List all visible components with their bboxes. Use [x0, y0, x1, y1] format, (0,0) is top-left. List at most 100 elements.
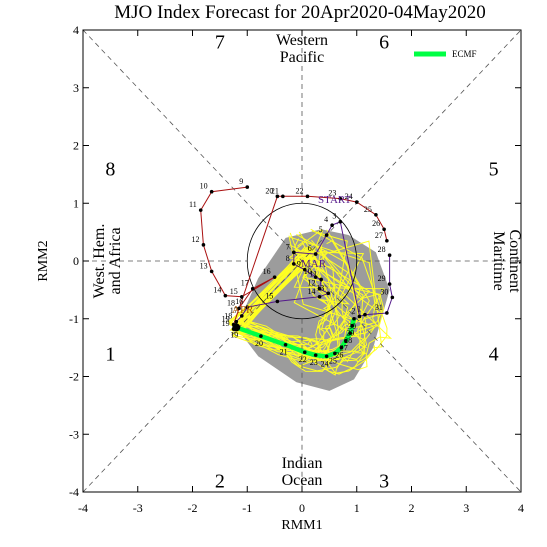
ecmf-day-label: 25 — [329, 356, 337, 365]
observed-day-label: 18 — [227, 298, 235, 307]
legend: ECMF — [414, 49, 477, 59]
observed-day-label: 7 — [286, 242, 290, 251]
ecmf-day-label: 30 — [348, 322, 356, 331]
ecmf-point — [348, 331, 352, 335]
observed-day-label: 26 — [372, 219, 380, 228]
observed-point — [338, 219, 343, 224]
region-bottom-line2: Ocean — [282, 472, 323, 489]
legend-label: ECMF — [452, 49, 477, 59]
observed-day-label: 24 — [345, 192, 353, 201]
observed-point — [363, 312, 367, 317]
forecast-start-marker — [232, 323, 241, 332]
unit-circle — [246, 202, 358, 320]
observed-day-label: 9 — [239, 177, 243, 186]
observed-point — [275, 194, 280, 199]
observed-day-label: 22 — [295, 186, 303, 195]
ensemble-member — [231, 241, 368, 375]
observed-day-label: 11 — [309, 269, 317, 278]
ecmf-day-label: 19 — [230, 330, 238, 339]
observed-day-label: 13 — [316, 283, 324, 292]
forecast-mean-trajectory — [232, 316, 357, 359]
y-tick-label: 3 — [73, 81, 79, 95]
observed-point — [390, 295, 395, 300]
y-tick-label: -3 — [69, 427, 79, 441]
y-tick-label: -4 — [69, 485, 79, 499]
observed-point — [354, 200, 359, 204]
x-tick-label: 1 — [354, 501, 360, 515]
observed-day-label: 8 — [286, 254, 290, 263]
observed-point — [387, 282, 392, 286]
observed-day-label: 10 — [200, 182, 208, 191]
observed-point — [313, 275, 318, 279]
observed-point — [387, 253, 392, 258]
ecmf-day-label: 29 — [346, 329, 354, 338]
x-tick-label: -3 — [133, 501, 143, 515]
x-tick-label: 3 — [463, 501, 469, 515]
ecmf-point — [302, 350, 307, 355]
observed-day-label: 16 — [235, 297, 243, 306]
observed-day-label: 2 — [351, 306, 355, 315]
ensemble-member — [231, 232, 331, 357]
month-labels: START MAR APR — [232, 194, 352, 316]
x-tick-label: 2 — [409, 501, 415, 515]
ecmf-point — [339, 345, 344, 350]
observed-day-label: 6 — [308, 244, 312, 253]
grid-lines — [82, 29, 522, 493]
observed-point — [245, 185, 250, 189]
ecmf-day-label: 27 — [340, 344, 348, 353]
phase-label-6: 6 — [379, 32, 389, 54]
april-label: APR — [232, 304, 254, 316]
observed-point — [245, 305, 250, 310]
region-labels: Western Pacific Indian Ocean West. Hem. … — [91, 32, 523, 489]
observed-day-label: 20 — [265, 186, 273, 195]
observed-day-label: 31 — [375, 303, 383, 312]
observed-day-label: 17 — [230, 306, 238, 315]
ecmf-point — [350, 323, 355, 328]
ensemble-member — [234, 238, 393, 371]
observed-point — [374, 213, 378, 217]
observed-day-label: 15 — [265, 291, 273, 300]
x-tick-label: -2 — [188, 501, 198, 515]
y-tick-label: 1 — [73, 196, 79, 210]
observed-point — [291, 250, 296, 255]
observed-point — [237, 306, 241, 311]
observed-point — [209, 269, 214, 274]
x-axis: -4 -3 -2 -1 0 1 2 3 4 — [78, 30, 524, 515]
observed-point — [239, 295, 244, 299]
ecmf-day-label: 28 — [344, 336, 352, 345]
y-tick-label: -2 — [69, 370, 79, 384]
observed-point — [250, 286, 255, 291]
observed-point — [338, 196, 343, 201]
phase-label-3: 3 — [379, 470, 389, 492]
phase-label-8: 8 — [105, 159, 115, 181]
observed-point — [385, 311, 389, 315]
observed-day-label: 27 — [375, 231, 383, 240]
observed-day-label: 4 — [324, 215, 328, 224]
observed-day-label: 14 — [213, 286, 221, 295]
ecmf-point — [324, 354, 329, 359]
x-tick-label: 4 — [518, 501, 524, 515]
ecmf-day-label: 21 — [280, 348, 288, 357]
ecmf-point — [333, 351, 337, 356]
observed-point — [330, 223, 334, 227]
observed-day-label: 10 — [304, 267, 312, 276]
observed-point — [319, 277, 323, 282]
observed-point — [281, 194, 285, 199]
phase-label-4: 4 — [489, 343, 499, 365]
observed-day-label: 1 — [357, 305, 361, 314]
y-tick-label: 4 — [73, 23, 79, 37]
observed-point — [385, 238, 389, 243]
ensemble-member — [229, 246, 349, 362]
phase-label-2: 2 — [215, 470, 225, 492]
region-right-line1: Maritime — [490, 231, 507, 291]
phase-label-7: 7 — [215, 32, 225, 54]
ecmf-day-label: 20 — [255, 339, 263, 348]
ensemble-member — [228, 250, 338, 367]
region-left-line2: and Africa — [107, 227, 124, 294]
observed-day-label: 16 — [263, 267, 271, 276]
observed-point — [272, 275, 277, 279]
y-axis-label: RMM2 — [36, 240, 51, 281]
